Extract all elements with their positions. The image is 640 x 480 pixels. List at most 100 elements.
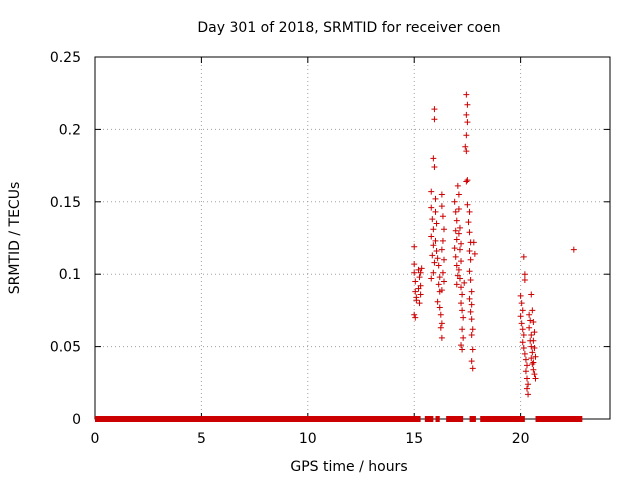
x-tick-label: 10 (299, 431, 317, 447)
data-point (429, 216, 436, 223)
data-point (436, 274, 443, 281)
data-point (530, 318, 537, 325)
data-point (527, 317, 534, 324)
data-point (467, 276, 474, 283)
data-point (431, 259, 438, 266)
data-points (411, 91, 577, 398)
data-point (528, 355, 535, 362)
data-point (521, 276, 528, 283)
data-point (432, 237, 439, 244)
data-point (466, 229, 473, 236)
data-point (435, 281, 442, 288)
data-point (438, 246, 445, 253)
data-point (411, 311, 418, 318)
x-tick-label: 20 (512, 431, 530, 447)
data-point (520, 332, 527, 339)
data-point (430, 269, 437, 276)
data-point (439, 237, 446, 244)
data-point (413, 294, 420, 301)
data-point (526, 324, 533, 331)
data-point (458, 300, 465, 307)
data-point (460, 334, 467, 341)
data-point (468, 288, 475, 295)
data-point (428, 275, 435, 282)
data-point (463, 132, 470, 139)
data-point (459, 326, 466, 333)
data-point (463, 91, 470, 98)
data-point (465, 219, 472, 226)
y-tick-label: 0.05 (50, 340, 81, 356)
baseline-segment (535, 416, 583, 422)
data-point (412, 314, 419, 321)
data-point (438, 320, 445, 327)
data-point (416, 300, 423, 307)
data-point (456, 224, 463, 231)
data-point (518, 300, 525, 307)
data-point (411, 243, 418, 250)
data-point (437, 311, 444, 318)
data-point (463, 178, 470, 185)
data-point (530, 366, 537, 373)
data-point (432, 195, 439, 202)
data-point (439, 213, 446, 220)
data-point (431, 116, 438, 123)
data-point (436, 304, 443, 311)
data-point (469, 326, 476, 333)
data-point (532, 353, 539, 360)
data-point (531, 345, 538, 352)
data-point (469, 346, 476, 353)
data-point (521, 350, 528, 357)
data-point (439, 269, 446, 276)
baseline-segment (480, 416, 525, 422)
data-point (435, 262, 442, 269)
data-point (412, 278, 419, 285)
y-tick-label: 0.25 (50, 50, 81, 66)
chart-title: Day 301 of 2018, SRMTID for receiver coe… (197, 20, 500, 36)
baseline-segment (424, 416, 434, 422)
data-point (432, 208, 439, 215)
data-point (529, 360, 536, 367)
data-point (530, 337, 537, 344)
data-point (458, 342, 465, 349)
grid-lines (95, 57, 610, 419)
data-point (466, 295, 473, 302)
data-point (529, 307, 536, 314)
data-point (429, 252, 436, 259)
data-point (461, 279, 468, 286)
data-point (455, 191, 462, 198)
data-point (415, 285, 422, 292)
y-tick-label: 0.1 (59, 267, 81, 283)
data-point (456, 275, 463, 282)
x-tick-label: 5 (197, 431, 206, 447)
data-point (468, 316, 475, 323)
data-point (517, 313, 524, 320)
data-point (520, 253, 527, 260)
data-point (531, 329, 538, 336)
baseline-segment (435, 416, 440, 422)
data-point (524, 385, 531, 392)
y-tick-label: 0.2 (59, 122, 81, 138)
data-point (525, 381, 532, 388)
data-point (521, 271, 528, 278)
data-point (428, 188, 435, 195)
data-point (464, 201, 471, 208)
data-point (416, 274, 423, 281)
data-point (468, 301, 475, 308)
zero-baseline-series (95, 416, 583, 422)
data-point (456, 246, 463, 253)
data-point (452, 208, 459, 215)
data-point (458, 240, 465, 247)
data-point (437, 324, 444, 331)
data-point (431, 106, 438, 113)
data-point (462, 143, 469, 150)
data-point (517, 292, 524, 299)
data-point (467, 308, 474, 315)
baseline-segment (469, 416, 476, 422)
data-point (418, 265, 425, 272)
data-point (519, 326, 526, 333)
y-tick-label: 0 (72, 412, 81, 428)
data-point (466, 208, 473, 215)
data-point (455, 266, 462, 273)
data-point (417, 269, 424, 276)
data-point (455, 230, 462, 237)
